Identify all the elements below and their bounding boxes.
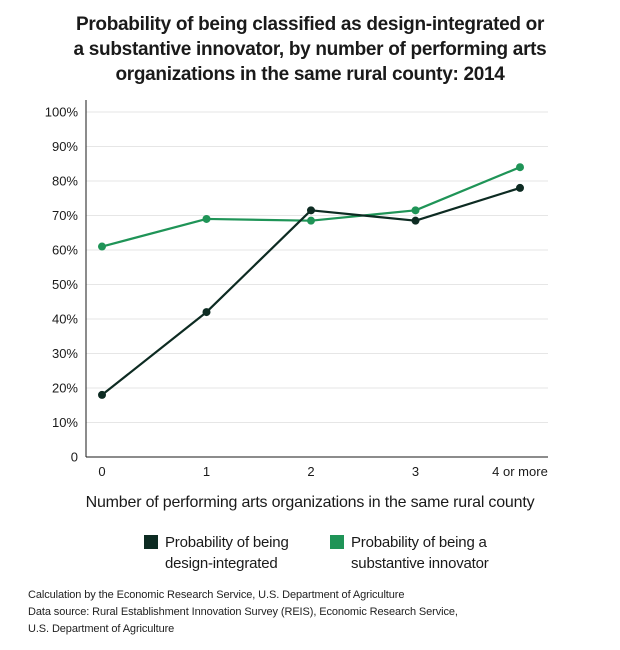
legend-label-substantive-innovator: Probability of being a substantive innov… [351, 532, 521, 574]
legend-label-line: Probability of being [165, 534, 289, 551]
legend-label-line: design-integrated [165, 555, 278, 572]
y-tick-label: 100% [45, 105, 79, 120]
x-tick-label: 4 or more [492, 464, 548, 479]
data-point-design-integrated [307, 206, 315, 215]
y-tick-label: 20% [52, 381, 78, 396]
source-line: U.S. Department of Agriculture [28, 623, 175, 635]
legend-swatch-substantive-innovator [330, 535, 344, 549]
y-tick-label: 40% [52, 312, 78, 327]
x-tick-label: 1 [203, 464, 210, 479]
data-point-design-integrated [98, 390, 106, 399]
data-point-substantive-innovator [516, 163, 524, 172]
x-axis-ticks: 0 1 2 3 4 or more [98, 464, 547, 479]
x-tick-label: 3 [412, 464, 419, 479]
legend-label-design-integrated: Probability of being design-integrated [165, 532, 315, 574]
legend-swatch-design-integrated [144, 535, 158, 549]
chart-title-line: a substantive innovator, by number of pe… [73, 39, 547, 60]
data-point-design-integrated [202, 308, 211, 317]
y-tick-label: 10% [52, 415, 78, 430]
source-note: Calculation by the Economic Research Ser… [28, 587, 458, 638]
gridlines [86, 111, 548, 423]
data-point-substantive-innovator [411, 206, 420, 215]
x-tick-label: 2 [307, 464, 314, 479]
y-tick-label: 50% [52, 277, 78, 292]
legend-item-substantive-innovator: Probability of being a substantive innov… [330, 532, 521, 574]
chart-title: Probability of being classified as desig… [40, 12, 580, 87]
y-tick-label: 30% [52, 346, 78, 361]
data-point-substantive-innovator [307, 216, 315, 225]
y-tick-label: 80% [52, 174, 78, 189]
legend-label-line: Probability of being a [351, 534, 487, 551]
x-axis-label: Number of performing arts organizations … [85, 494, 535, 511]
chart-title-line: organizations in the same rural county: … [115, 64, 505, 85]
y-tick-label: 90% [52, 139, 78, 154]
data-point-design-integrated [516, 183, 524, 192]
data-point-substantive-innovator [98, 242, 106, 251]
data-point-substantive-innovator [202, 214, 211, 223]
legend-item-design-integrated: Probability of being design-integrated [144, 532, 315, 574]
source-line: Calculation by the Economic Research Ser… [28, 589, 405, 601]
data-point-design-integrated [411, 216, 420, 225]
y-tick-label: 60% [52, 243, 78, 258]
source-line: Data source: Rural Establishment Innovat… [28, 606, 458, 618]
x-tick-label: 0 [98, 464, 105, 479]
chart-title-line: Probability of being classified as desig… [75, 14, 545, 35]
y-axis-ticks: 0 10% 20% 30% 40% 50% 60% 70% 80% 90% 100% [45, 105, 79, 465]
line-chart: 0 10% 20% 30% 40% 50% 60% 70% 80% 90% 100% 0 1 2 3 4 o… [45, 100, 548, 479]
legend-label-line: substantive innovator [351, 555, 489, 572]
series-group [98, 163, 524, 399]
axes [85, 100, 548, 458]
y-tick-label: 70% [52, 208, 78, 223]
y-tick-label: 0 [71, 450, 78, 465]
